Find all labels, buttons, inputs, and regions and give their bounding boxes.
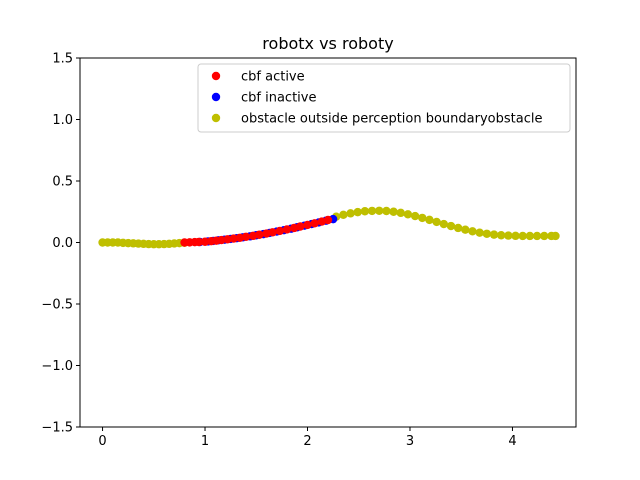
x-tick-label: 2	[303, 434, 311, 449]
y-tick-label: 1.0	[52, 113, 73, 128]
data-point	[268, 228, 277, 237]
data-point	[275, 226, 285, 236]
data-point	[229, 234, 238, 243]
legend-label: obstacle outside perception boundaryobst…	[241, 112, 542, 127]
legend-marker	[211, 92, 221, 102]
legend: cbf active cbf inactive obstacle outside p…	[197, 63, 571, 133]
data-point	[375, 206, 384, 215]
y-tick-label: 1.5	[52, 52, 73, 67]
axes-frame	[79, 57, 577, 428]
data-point	[296, 222, 305, 231]
data-point	[255, 230, 264, 239]
chart-title: robotx vs roboty	[262, 34, 393, 53]
data-point	[323, 215, 333, 225]
y-tick-label: −0.5	[41, 298, 73, 313]
data-point	[310, 219, 319, 228]
data-point	[532, 231, 542, 241]
data-point	[223, 235, 232, 244]
data-marks	[98, 206, 560, 249]
data-point	[432, 217, 441, 227]
data-point	[511, 231, 520, 241]
data-point	[410, 211, 420, 221]
series-obstacle-outside-perception-boundaryobstacle	[98, 206, 560, 249]
y-tick-label: 0.0	[52, 236, 73, 251]
data-point	[303, 220, 312, 230]
legend-marker	[211, 113, 221, 123]
data-point	[468, 227, 477, 236]
data-point	[389, 207, 398, 216]
x-tick-label: 1	[201, 434, 209, 449]
y-tick-label: −1.5	[41, 421, 73, 436]
data-point	[403, 210, 413, 219]
data-point	[504, 231, 513, 240]
data-point	[482, 229, 492, 238]
data-point	[346, 209, 355, 218]
data-point	[282, 225, 292, 234]
plot-area: 0 1 2 3 4 −1.5 −1.0 −0.5 0.0 0.5 1.0 1.5	[41, 52, 516, 450]
data-point	[525, 231, 535, 241]
x-tick-label: 4	[508, 434, 516, 449]
data-point	[200, 237, 210, 246]
x-tick-label: 0	[98, 434, 106, 449]
data-point	[241, 232, 251, 242]
data-point	[217, 235, 226, 245]
data-point	[439, 219, 449, 229]
data-point	[518, 231, 527, 241]
legend-label: cbf inactive	[241, 91, 316, 106]
data-point	[367, 206, 377, 216]
data-point	[453, 223, 463, 233]
legend-marker	[211, 71, 221, 81]
y-tick-label: −1.0	[41, 359, 73, 374]
legend-box	[197, 63, 571, 133]
legend-label: cbf active	[241, 70, 305, 85]
y-tick-label: 0.5	[52, 175, 73, 190]
data-point	[425, 215, 434, 225]
data-point	[418, 213, 427, 223]
x-tick-label: 3	[406, 434, 414, 449]
data-point	[353, 207, 362, 217]
data-point	[461, 225, 470, 234]
data-point	[194, 237, 204, 247]
data-point	[551, 231, 560, 241]
data-point	[489, 230, 499, 239]
data-point	[446, 221, 456, 231]
data-point	[475, 228, 484, 237]
data-point	[540, 231, 549, 241]
data-point	[496, 231, 506, 240]
data-point	[360, 207, 370, 216]
data-point	[382, 206, 391, 216]
series-cbf-active	[180, 215, 333, 247]
data-point	[339, 210, 348, 220]
data-point	[396, 208, 405, 218]
